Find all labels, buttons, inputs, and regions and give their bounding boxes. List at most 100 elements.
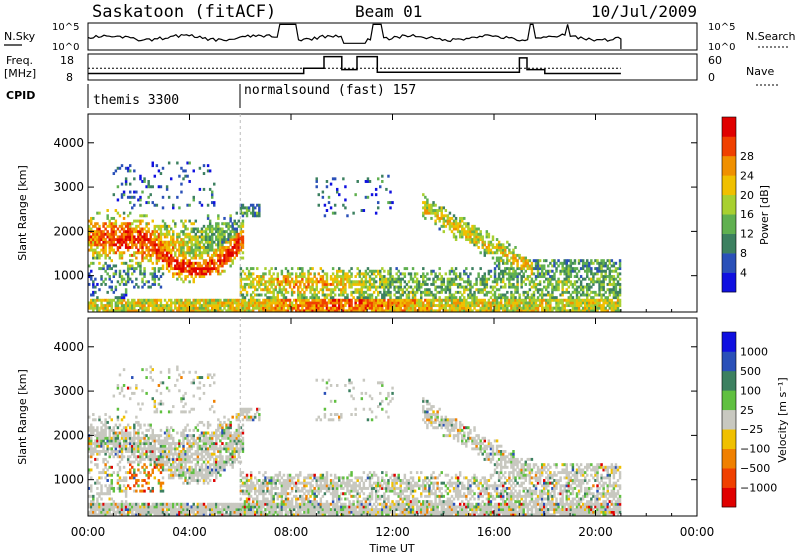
- data-cell: [147, 503, 149, 506]
- data-cell: [139, 267, 141, 270]
- data-cell: [154, 453, 156, 456]
- data-cell: [555, 296, 557, 299]
- data-cell: [553, 259, 555, 262]
- data-cell: [184, 257, 186, 260]
- data-cell: [211, 235, 213, 238]
- data-cell: [123, 299, 125, 302]
- data-cell: [609, 272, 611, 275]
- data-cell: [303, 275, 305, 278]
- data-cell: [156, 389, 158, 392]
- data-cell: [133, 270, 135, 273]
- data-cell: [209, 222, 211, 225]
- data-cell: [242, 230, 244, 233]
- data-cell: [90, 437, 92, 440]
- data-cell: [111, 474, 113, 477]
- data-cell: [537, 296, 539, 299]
- data-cell: [285, 288, 287, 291]
- data-cell: [270, 304, 272, 307]
- data-cell: [100, 254, 102, 257]
- data-cell: [160, 434, 162, 437]
- data-cell: [379, 270, 381, 273]
- data-cell: [516, 291, 518, 294]
- data-cell: [258, 204, 260, 207]
- data-cell: [272, 280, 274, 283]
- data-cell: [283, 286, 285, 289]
- data-cell: [295, 272, 297, 275]
- data-cell: [117, 418, 119, 421]
- data-cell: [172, 204, 174, 207]
- data-cell: [229, 214, 231, 217]
- data-cell: [149, 366, 151, 369]
- data-cell: [109, 490, 111, 493]
- data-cell: [537, 291, 539, 294]
- data-cell: [145, 225, 147, 228]
- data-cell: [164, 299, 166, 302]
- data-cell: [207, 307, 209, 310]
- data-cell: [578, 262, 580, 265]
- data-cell: [553, 272, 555, 275]
- data-cell: [453, 280, 455, 283]
- data-cell: [316, 283, 318, 286]
- data-cell: [236, 254, 238, 257]
- data-cell: [549, 304, 551, 307]
- data-cell: [582, 267, 584, 270]
- data-cell: [117, 434, 119, 437]
- data-cell: [190, 275, 192, 278]
- data-cell: [301, 288, 303, 291]
- data-cell: [106, 468, 108, 471]
- data-cell: [184, 220, 186, 223]
- data-cell: [467, 225, 469, 228]
- data-cell: [506, 307, 508, 310]
- data-cell: [264, 267, 266, 270]
- data-cell: [248, 206, 250, 209]
- data-cell: [600, 296, 602, 299]
- data-cell: [375, 275, 377, 278]
- data-cell: [121, 243, 123, 246]
- data-cell: [199, 201, 201, 204]
- data-cell: [223, 270, 225, 273]
- data-cell: [369, 180, 371, 183]
- data-cell: [346, 272, 348, 275]
- data-cell: [354, 301, 356, 304]
- data-cell: [303, 283, 305, 286]
- data-cell: [135, 267, 137, 270]
- data-cell: [422, 272, 424, 275]
- data-cell: [207, 233, 209, 236]
- data-cell: [471, 267, 473, 270]
- data-cell: [201, 204, 203, 207]
- data-cell: [121, 389, 123, 392]
- data-cell: [494, 291, 496, 294]
- data-cell: [441, 301, 443, 304]
- data-cell: [461, 294, 463, 297]
- data-cell: [168, 246, 170, 249]
- data-cell: [459, 275, 461, 278]
- data-cell: [125, 479, 127, 482]
- data-cell: [168, 196, 170, 199]
- data-cell: [137, 421, 139, 424]
- data-cell: [102, 267, 104, 270]
- data-cell: [240, 249, 242, 252]
- data-cell: [115, 288, 117, 291]
- data-cell: [397, 275, 399, 278]
- data-cell: [438, 272, 440, 275]
- data-cell: [438, 220, 440, 223]
- data-cell: [277, 278, 279, 281]
- data-cell: [590, 286, 592, 289]
- data-cell: [174, 225, 176, 228]
- data-cell: [127, 167, 129, 170]
- data-cell: [248, 307, 250, 310]
- data-cell: [152, 490, 154, 493]
- data-cell: [602, 294, 604, 297]
- data-cell: [453, 294, 455, 297]
- data-cell: [254, 278, 256, 281]
- data-cell: [346, 294, 348, 297]
- data-cell: [154, 233, 156, 236]
- data-cell: [406, 283, 408, 286]
- data-cell: [602, 283, 604, 286]
- data-cell: [166, 387, 168, 390]
- data-cell: [119, 442, 121, 445]
- data-cell: [98, 257, 100, 260]
- data-cell: [119, 373, 121, 376]
- data-cell: [283, 294, 285, 297]
- data-cell: [576, 288, 578, 291]
